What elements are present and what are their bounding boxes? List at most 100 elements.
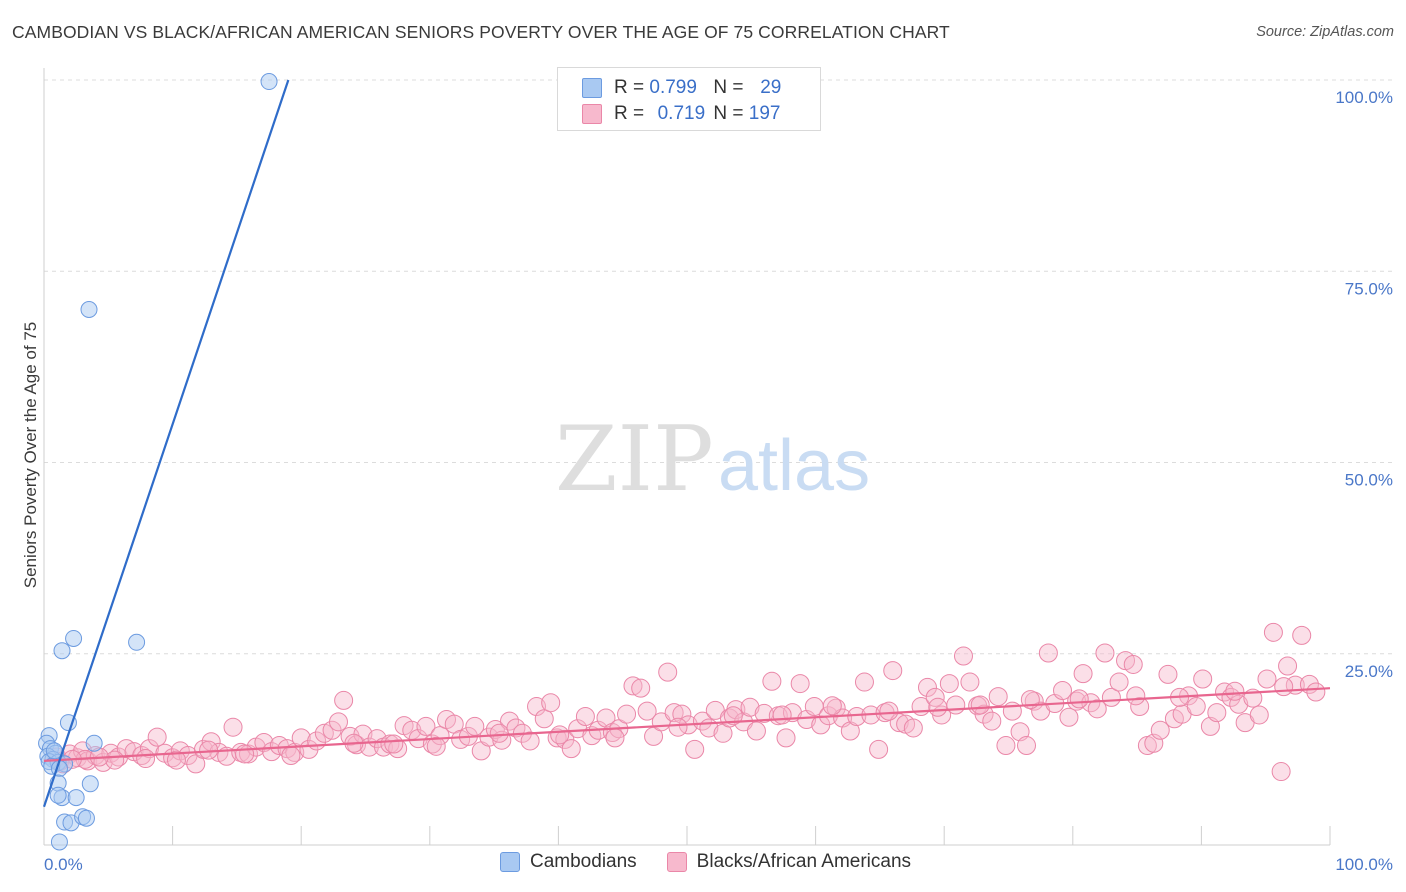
data-point-black-african-american <box>854 672 874 692</box>
data-point-black-african-american <box>928 697 948 717</box>
trend-lines <box>42 79 1331 808</box>
data-point-black-african-american <box>1158 664 1178 684</box>
data-point-black-african-american <box>903 718 923 738</box>
data-point-cambodians <box>65 629 83 647</box>
axes <box>43 68 1331 846</box>
data-point-cambodians <box>80 301 98 318</box>
data-point-black-african-american <box>1193 669 1213 689</box>
data-point-cambodians <box>81 775 99 793</box>
data-point-black-african-american <box>1274 677 1294 697</box>
data-point-black-african-american <box>314 723 334 743</box>
data-point-black-african-american <box>631 678 651 698</box>
data-point-cambodians <box>67 789 85 807</box>
n-label: N = <box>713 103 744 124</box>
watermark-zip: ZIP <box>555 407 714 512</box>
y-tick-label: 25.0% <box>1345 662 1393 681</box>
n-value: 197 <box>748 103 781 124</box>
data-point-black-african-american <box>1249 705 1269 725</box>
series-black-african-american <box>47 622 1326 782</box>
gridlines <box>44 79 1393 655</box>
data-point-black-african-american <box>575 706 595 726</box>
legend-swatch-black-african-american <box>666 852 687 872</box>
legend-item-cambodians[interactable]: Cambodians <box>500 851 637 873</box>
data-point-black-african-american <box>939 674 959 694</box>
data-point-black-african-american <box>946 695 966 715</box>
data-point-black-african-american <box>960 672 980 692</box>
data-point-black-african-american <box>223 717 243 737</box>
legend-swatch-black-african-american <box>582 104 602 124</box>
y-tick-label: 100.0% <box>1335 88 1393 107</box>
data-point-black-african-american <box>685 739 705 759</box>
data-point-black-african-american <box>416 716 436 736</box>
data-point-black-african-american <box>547 728 567 748</box>
data-point-black-african-american <box>1069 689 1089 709</box>
data-point-black-african-american <box>723 706 743 726</box>
data-point-black-african-american <box>451 729 471 749</box>
data-point-black-african-american <box>617 704 637 724</box>
data-point-black-african-american <box>605 728 625 748</box>
stats-row-black-african-american: R = 0.719 N = 197 <box>582 102 793 126</box>
data-point-black-african-american <box>328 712 348 732</box>
data-point-black-african-american <box>1087 699 1107 719</box>
data-point-black-african-american <box>430 726 450 746</box>
data-point-cambodians <box>49 786 67 804</box>
n-value: 29 <box>760 77 782 98</box>
data-point-black-african-american <box>527 697 547 717</box>
legend-label-cambodians: Cambodians <box>530 851 637 872</box>
data-point-black-african-american <box>193 739 213 759</box>
data-point-black-african-american <box>1306 682 1326 702</box>
data-point-black-african-american <box>1257 669 1277 689</box>
n-label: N = <box>713 77 744 98</box>
data-point-black-african-american <box>1123 654 1143 674</box>
data-point-black-african-american <box>1225 681 1245 701</box>
data-point-black-african-american <box>426 736 446 756</box>
data-point-black-african-american <box>840 721 860 741</box>
watermark: ZIP atlas <box>555 407 870 512</box>
data-point-black-african-american <box>1073 664 1093 684</box>
tick-labels: 25.0% 50.0% 75.0% 100.0% 0.0% 100.0% <box>44 88 1393 874</box>
data-point-black-african-american <box>1095 643 1115 663</box>
stats-legend: R = 0.799 N = 29 R = 0.719 N = 197 <box>557 67 821 131</box>
data-point-cambodians <box>59 714 77 732</box>
data-point-black-african-american <box>879 701 899 721</box>
trend-line-cambodians <box>42 79 290 808</box>
data-point-black-african-american <box>917 677 937 697</box>
data-point-cambodians <box>260 73 278 91</box>
legend-swatch-cambodians <box>582 78 602 98</box>
data-point-black-african-american <box>658 662 678 682</box>
data-point-black-african-american <box>520 731 540 751</box>
data-point-black-african-american <box>1207 703 1227 723</box>
r-label: R = <box>614 77 645 98</box>
data-point-cambodians <box>128 633 146 651</box>
data-point-black-african-american <box>334 690 354 710</box>
data-point-black-african-american <box>740 697 760 717</box>
data-point-black-african-american <box>746 721 766 741</box>
data-point-black-african-american <box>988 687 1008 707</box>
data-point-black-african-american <box>623 676 643 696</box>
data-point-black-african-american <box>384 734 404 754</box>
data-point-black-african-american <box>1017 736 1037 756</box>
legend-item-black-african-american[interactable]: Blacks/African Americans <box>666 851 911 873</box>
data-point-black-african-american <box>776 728 796 748</box>
data-point-black-african-american <box>235 744 255 764</box>
x-tick-label: 100.0% <box>1335 855 1393 874</box>
source-credit: Source: ZipAtlas.com <box>1256 24 1394 40</box>
data-point-cambodians <box>77 809 95 827</box>
data-point-black-african-american <box>541 693 561 713</box>
stats-row-cambodians: R = 0.799 N = 29 <box>582 76 793 100</box>
data-point-black-african-american <box>1215 682 1235 702</box>
data-point-black-african-american <box>1278 656 1298 676</box>
data-point-black-african-american <box>166 750 186 770</box>
data-point-black-african-american <box>550 725 570 745</box>
data-point-black-african-american <box>982 711 1002 731</box>
data-point-black-african-american <box>790 674 810 694</box>
legend-swatch-cambodians <box>500 852 520 872</box>
data-point-cambodians <box>50 833 68 851</box>
data-point-black-african-american <box>883 661 903 681</box>
data-point-black-african-american <box>664 703 684 723</box>
data-point-black-african-american <box>772 705 792 725</box>
data-point-black-african-american <box>1130 697 1150 717</box>
data-point-black-african-american <box>953 646 973 666</box>
data-point-black-african-american <box>534 709 554 729</box>
